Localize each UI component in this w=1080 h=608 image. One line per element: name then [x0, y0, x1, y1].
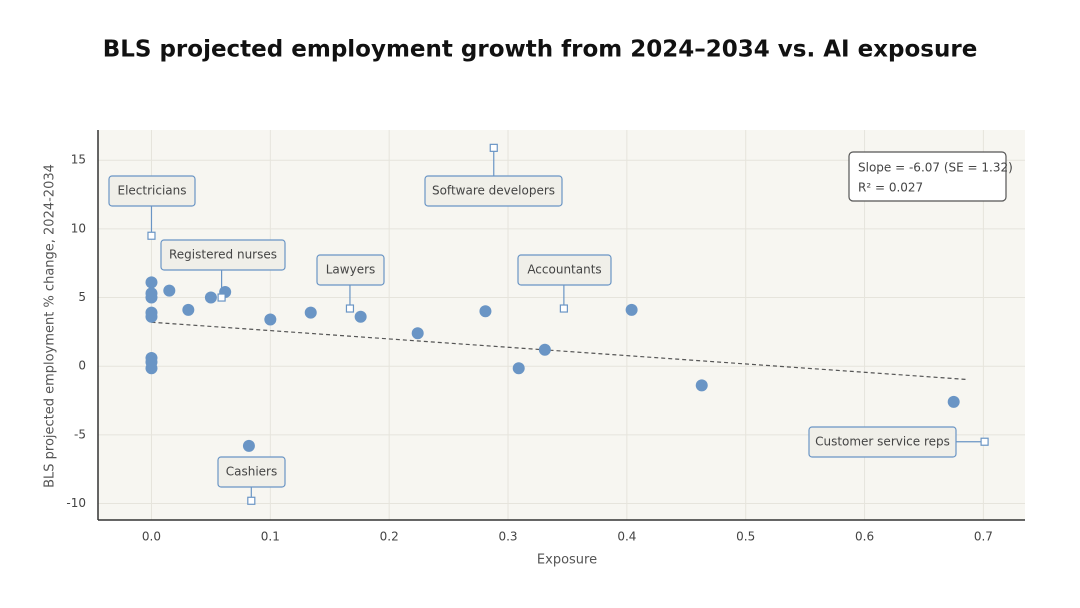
x-tick-label: 0.1 — [261, 530, 280, 544]
stats-box — [848, 151, 1007, 202]
y-tick-label: -5 — [74, 427, 86, 441]
callout-label: Registered nurses — [169, 248, 277, 262]
callout-label: Lawyers — [326, 263, 376, 277]
x-axis-title: Exposure — [537, 553, 597, 568]
point — [695, 379, 708, 392]
callout-anchor — [559, 304, 568, 313]
y-tick-label: 0 — [78, 359, 86, 373]
callout-label: Software developers — [432, 184, 555, 198]
callout-box — [808, 426, 957, 458]
x-tick-label: 0.4 — [617, 530, 636, 544]
y-tick-label: 15 — [71, 153, 86, 167]
callout-box — [217, 456, 286, 488]
x-tick-label: 0.6 — [855, 530, 874, 544]
callout-box — [108, 175, 196, 207]
point — [512, 362, 525, 375]
callout-anchor — [345, 304, 355, 313]
callout-box — [424, 175, 563, 207]
point — [145, 291, 158, 304]
callout-label: Accountants — [527, 263, 601, 277]
callout-box — [316, 254, 385, 286]
y-tick-label: 5 — [78, 290, 86, 304]
point — [145, 362, 158, 375]
point — [163, 284, 176, 297]
trendline — [151, 321, 966, 380]
chart-title: BLS projected employment growth from 202… — [103, 37, 978, 63]
point — [304, 306, 317, 319]
callout-anchor — [147, 231, 156, 240]
point — [182, 303, 195, 316]
callout-label: Cashiers — [226, 465, 278, 479]
point — [204, 291, 217, 304]
callout-anchor — [247, 496, 256, 505]
x-tick-label: 0.0 — [142, 530, 161, 544]
callout-label: Electricians — [117, 184, 186, 198]
x-tick-label: 0.2 — [380, 530, 399, 544]
point — [625, 303, 638, 316]
y-tick-label: 10 — [71, 221, 86, 235]
point — [264, 313, 277, 326]
x-tick-label: 0.5 — [736, 530, 755, 544]
callout-box — [517, 254, 612, 286]
callout-anchor — [217, 293, 226, 302]
callout-anchor — [489, 143, 498, 152]
y-tick-label: -10 — [66, 496, 86, 510]
stats-text: R² = 0.027 — [858, 181, 923, 195]
x-tick-label: 0.3 — [498, 530, 517, 544]
callout-label: Customer service reps — [815, 435, 950, 449]
point — [242, 439, 255, 452]
callout-anchor — [980, 437, 989, 446]
point — [947, 395, 960, 408]
point — [145, 276, 158, 289]
callout-box — [160, 239, 286, 271]
x-tick-label: 0.7 — [974, 530, 993, 544]
stats-text: Slope = -6.07 (SE = 1.32) — [858, 161, 1013, 175]
point — [354, 310, 367, 323]
point — [411, 327, 424, 340]
point — [145, 310, 158, 323]
point — [479, 305, 492, 318]
y-axis-title: BLS projected employment % change, 2024-… — [43, 164, 58, 488]
point — [538, 343, 551, 356]
